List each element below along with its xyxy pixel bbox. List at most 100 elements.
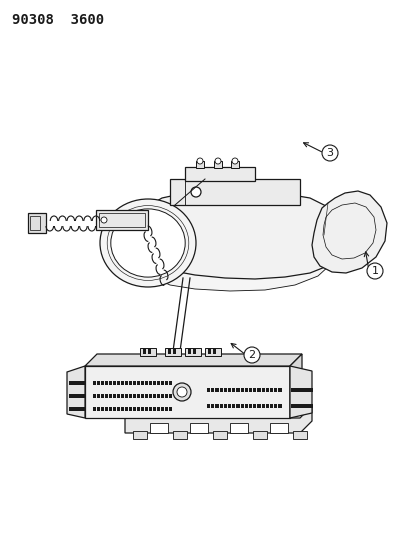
Circle shape bbox=[366, 263, 382, 279]
Bar bbox=[169, 381, 171, 384]
Bar bbox=[109, 407, 112, 410]
Bar bbox=[273, 403, 277, 408]
Polygon shape bbox=[85, 366, 289, 418]
Bar bbox=[169, 407, 171, 410]
Bar bbox=[173, 431, 187, 439]
Polygon shape bbox=[289, 366, 311, 418]
Bar bbox=[93, 393, 96, 398]
Text: 1: 1 bbox=[370, 266, 377, 276]
Bar bbox=[301, 404, 303, 408]
Bar bbox=[305, 388, 307, 392]
Polygon shape bbox=[67, 366, 85, 418]
Bar bbox=[69, 407, 71, 411]
Bar bbox=[153, 381, 156, 384]
Bar bbox=[141, 407, 144, 410]
Bar bbox=[257, 403, 260, 408]
Bar bbox=[97, 393, 100, 398]
Bar bbox=[133, 393, 136, 398]
Bar bbox=[292, 404, 294, 408]
Bar bbox=[75, 394, 77, 398]
Bar bbox=[265, 403, 268, 408]
Bar bbox=[76, 407, 79, 411]
Bar bbox=[188, 349, 190, 354]
Bar bbox=[306, 404, 308, 408]
Bar bbox=[75, 381, 77, 385]
Bar bbox=[292, 388, 294, 392]
Bar bbox=[101, 393, 104, 398]
Bar bbox=[113, 407, 116, 410]
Bar bbox=[28, 213, 45, 233]
Bar bbox=[309, 404, 311, 408]
Bar bbox=[223, 387, 226, 392]
Bar bbox=[145, 393, 147, 398]
Bar bbox=[278, 387, 281, 392]
Bar bbox=[232, 387, 235, 392]
Bar bbox=[117, 407, 120, 410]
Bar bbox=[141, 381, 144, 384]
Bar bbox=[79, 381, 82, 385]
Bar bbox=[101, 407, 104, 410]
Bar bbox=[81, 407, 83, 411]
Circle shape bbox=[231, 158, 237, 164]
Bar bbox=[298, 388, 300, 392]
Bar bbox=[82, 407, 85, 411]
Bar bbox=[125, 407, 128, 410]
Bar bbox=[140, 348, 156, 356]
Bar bbox=[309, 388, 311, 392]
Bar bbox=[278, 403, 281, 408]
Bar bbox=[157, 393, 159, 398]
Bar bbox=[74, 381, 76, 385]
Circle shape bbox=[101, 217, 107, 223]
Bar bbox=[230, 423, 247, 433]
Bar bbox=[109, 393, 112, 398]
Bar bbox=[157, 381, 159, 384]
Bar bbox=[96, 210, 147, 230]
Bar bbox=[81, 394, 83, 398]
Bar bbox=[76, 394, 79, 398]
Bar bbox=[121, 393, 124, 398]
Bar bbox=[113, 393, 116, 398]
Bar bbox=[307, 388, 309, 392]
Bar bbox=[299, 388, 301, 392]
Bar bbox=[165, 407, 168, 410]
Bar bbox=[129, 381, 132, 384]
Bar bbox=[129, 393, 132, 398]
Bar bbox=[269, 387, 273, 392]
Bar bbox=[236, 387, 239, 392]
Bar bbox=[294, 404, 297, 408]
Bar bbox=[133, 431, 147, 439]
Bar bbox=[228, 403, 230, 408]
Bar bbox=[169, 393, 171, 398]
Bar bbox=[261, 387, 264, 392]
Bar bbox=[105, 407, 108, 410]
Polygon shape bbox=[85, 354, 301, 366]
Bar bbox=[79, 394, 82, 398]
Bar bbox=[97, 381, 100, 384]
Bar bbox=[310, 404, 312, 408]
Bar bbox=[72, 381, 74, 385]
Circle shape bbox=[197, 158, 202, 164]
Bar bbox=[137, 407, 140, 410]
Bar bbox=[69, 381, 71, 385]
Bar bbox=[109, 381, 112, 384]
Polygon shape bbox=[311, 191, 386, 273]
Bar bbox=[82, 381, 85, 385]
Bar bbox=[244, 387, 247, 392]
Bar bbox=[212, 349, 216, 354]
Bar bbox=[269, 423, 287, 433]
Circle shape bbox=[173, 383, 190, 401]
Bar bbox=[299, 404, 301, 408]
Circle shape bbox=[243, 347, 259, 363]
Bar bbox=[81, 381, 83, 385]
Bar bbox=[78, 381, 80, 385]
Bar bbox=[142, 349, 146, 354]
Bar bbox=[248, 387, 252, 392]
Bar bbox=[141, 393, 144, 398]
Circle shape bbox=[190, 187, 201, 197]
Ellipse shape bbox=[100, 199, 195, 287]
Bar bbox=[153, 393, 156, 398]
Bar bbox=[117, 381, 120, 384]
Bar bbox=[232, 403, 235, 408]
Circle shape bbox=[177, 387, 187, 397]
Bar bbox=[149, 381, 152, 384]
